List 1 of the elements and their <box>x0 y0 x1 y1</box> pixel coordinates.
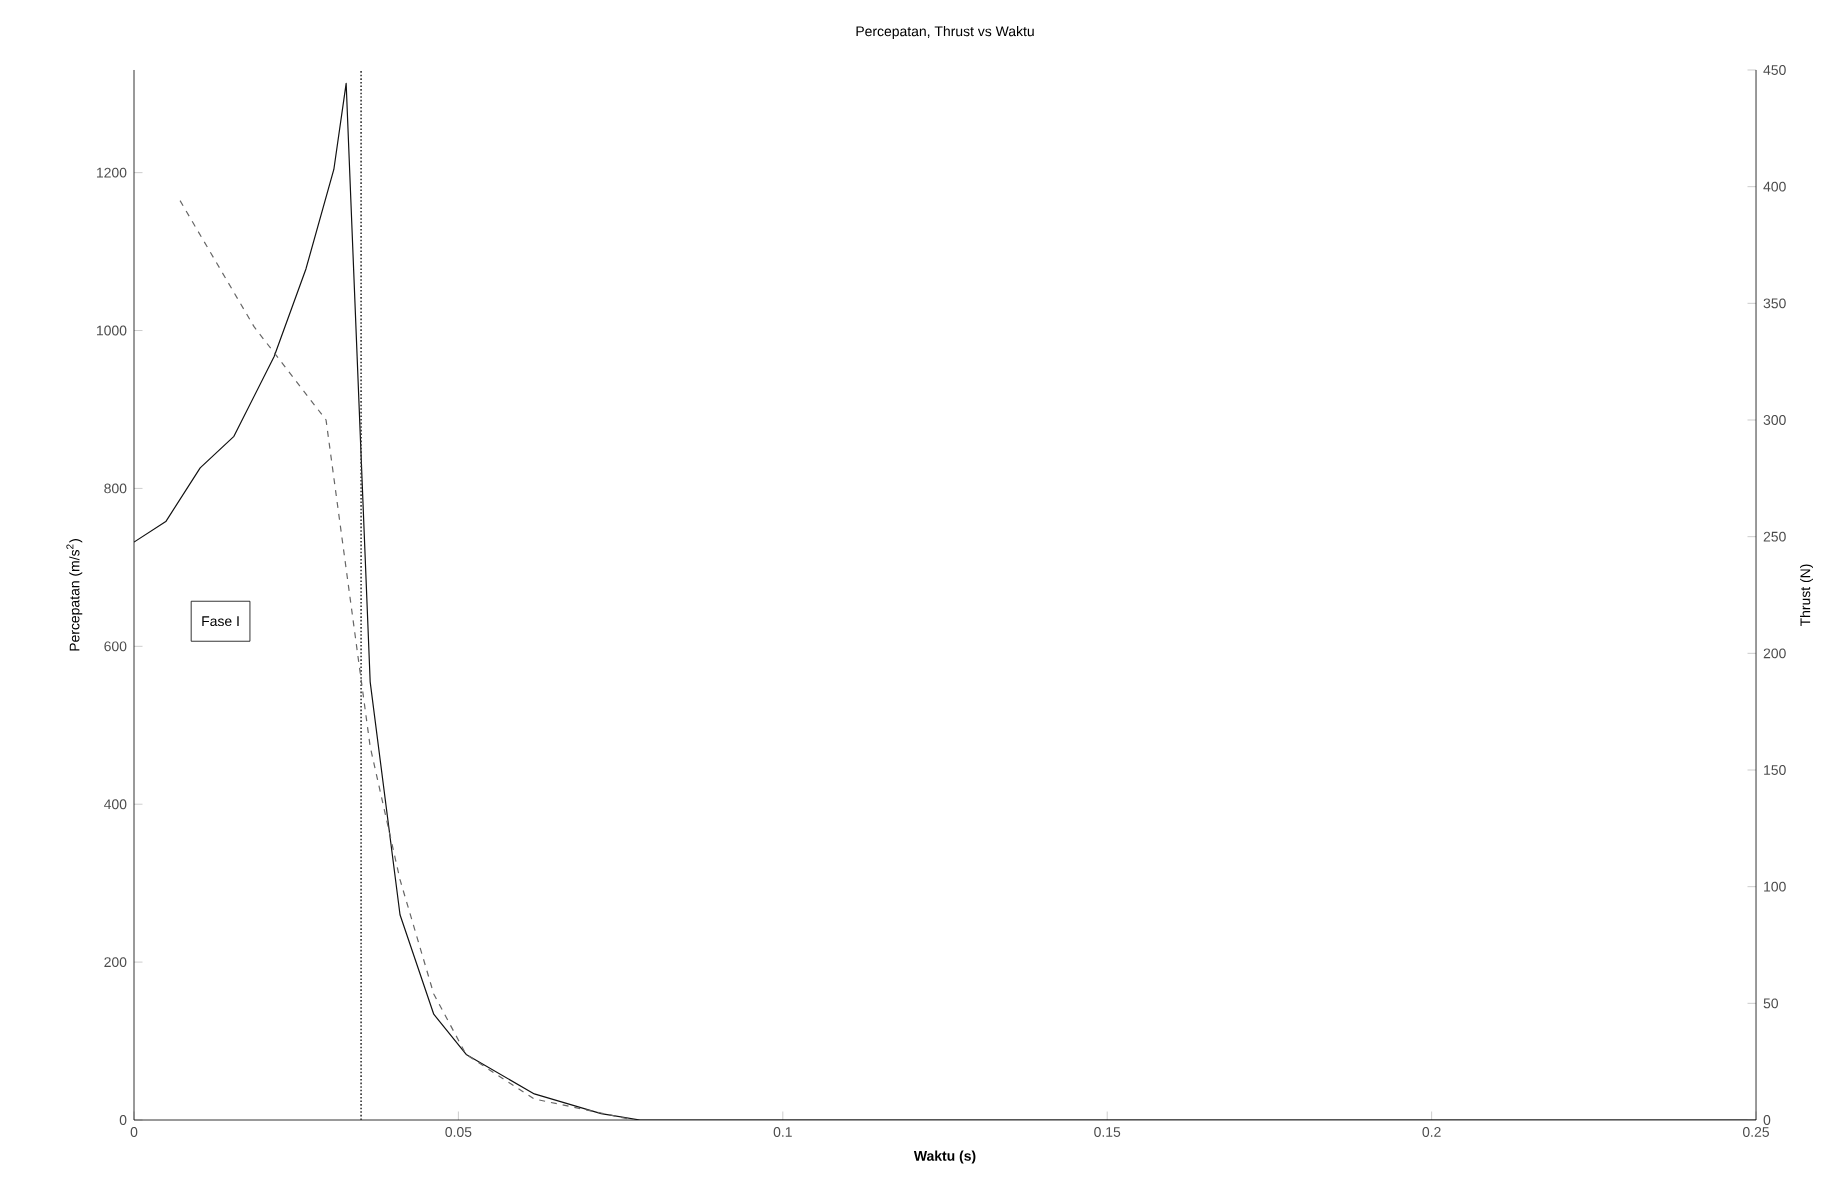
line-series <box>179 200 635 1120</box>
